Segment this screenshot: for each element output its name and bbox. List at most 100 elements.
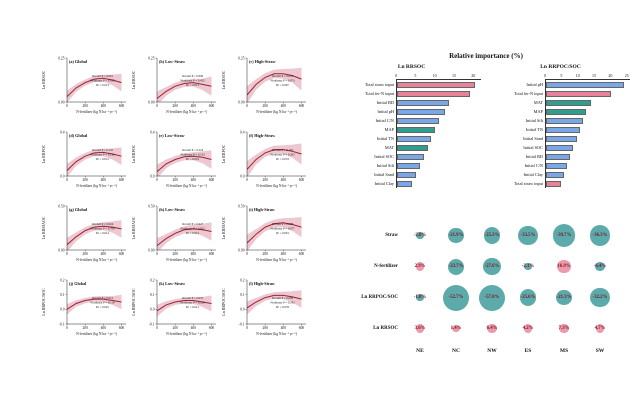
y-tick-label: 0.50 [148,204,154,208]
ri-bar-track [396,98,481,107]
ri-bar-track [396,89,481,98]
y-axis-label: Ln RRSOC [221,70,226,89]
panel-label: (d) Global [69,133,88,138]
ri-axis-tick: 5 [414,73,417,78]
y-tick-label: 0.0 [150,308,155,312]
bubble-value: -36.3% [592,233,608,238]
x-tick-label: 600 [299,326,305,330]
x-tick-label: 600 [209,178,215,182]
bubble-value: -25.6% [520,295,536,300]
y-tick-label: -0.1 [59,322,65,326]
bubble-value: 1.4% [450,326,462,331]
panel-label: (c) High-Straw [249,59,276,64]
ri-bar-track [396,161,481,170]
ri-item-label-initial-soc: Initial SOC [374,154,394,159]
y-tick-label: -0.1 [239,322,245,326]
ri-bar-initial-ph [546,81,624,88]
bubble-grid: Straw -2.0% -21.9% -25.3% -33.5% -39.7% -36.3%… [342,220,618,358]
ri-bar-mat [397,144,428,151]
ri-item-label-map: MAP [533,109,543,114]
x-tick-label: 200 [263,326,269,330]
panel-label: (l) High-Straw [249,281,275,286]
ri-grid: 0 5 10 15 20 25 Initial pH Total fer-N input MAT… [491,71,630,188]
ri-item-label-mat: MAT [533,100,543,105]
x-tick-label: 0 [66,178,68,182]
confidence-band [247,143,302,176]
x-tick-label: 200 [173,178,179,182]
x-tick-label: 400 [101,178,107,182]
panel-label: (f) High-Straw [249,133,275,138]
ri-bar-track [545,80,630,89]
bubble-cell-ln-rrpoc-soc-nc: -52.7% [438,282,474,313]
x-axis-label: N-fertilizer (kg N ha⁻¹ yr⁻¹) [76,110,117,114]
ri-item-label-total-fer-n-input: Total fer-N input [514,91,543,96]
bubble-value: 3.6% [414,326,426,331]
x-axis-label: N-fertilizer (kg N ha⁻¹ yr⁻¹) [256,110,297,114]
bubble-col-label-es: ES [524,348,532,354]
ri-bar-initial-tn [546,126,580,133]
ri-bar-total-straw-input [397,81,476,88]
x-axis-label: N-fertilizer (kg N ha⁻¹ yr⁻¹) [166,332,207,336]
bubble-cell-ln-rrpoc-soc-sw: -32.2% [582,282,618,313]
y-axis-label: Ln RRPOC/SOC [41,288,46,316]
ri-axis-spacer [491,71,545,80]
x-axis-label: N-fertilizer (kg N ha⁻¹ yr⁻¹) [256,332,297,336]
dose-panel-c: 0 200 400 600 0.00 0.25 (c) High-Straw Overall … [220,50,310,124]
dose-panel-svg: 0 200 400 600 0.00 0.25 (c) High-Straw Overall … [221,56,306,114]
panel-stats-line: Nonlinear P = 0.073 [270,79,295,83]
bubble-cell-n-fertilizer-es: -2.1% [510,251,546,282]
bubble-circle [416,231,424,240]
dose-panel-svg: 0 200 400 600 -0.1 0.0 0.1 0.2 (j) Global Overall… [41,278,126,336]
x-axis-label: N-fertilizer (kg N ha⁻¹ yr⁻¹) [256,184,297,188]
bubble-cell-straw-es: -33.5% [510,220,546,251]
confidence-band [247,67,302,102]
x-tick-label: 600 [299,178,305,182]
y-tick-label: 0.25 [58,56,64,60]
bubble-cell-ln-rrsoc-ms: 7.3% [546,313,582,344]
ri-bar-track [396,125,481,134]
x-tick-label: 400 [281,326,287,330]
x-tick-label: 200 [263,252,269,256]
panel-stats-line: R² = 0.012 [186,231,199,235]
y-tick-label: 0.4 [60,130,65,134]
bubble-circle [523,324,533,333]
y-axis-label: Ln RRSOC [41,70,46,89]
ri-item-label-mat: MAT [384,145,394,150]
fitted-line [67,225,122,246]
bubble-circle [443,284,469,311]
bubble-value: -27.6% [484,264,500,269]
y-tick-label: 0.25 [148,56,154,60]
bubble-value: -52.7% [448,295,464,300]
bubble-circle [519,289,537,306]
x-tick-label: 0 [66,252,68,256]
y-tick-label: 0.00 [238,100,244,104]
y-axis-label: Ln RRPOC/SOC [221,288,226,316]
ri-item-label-initial-ph: Initial pH [526,82,543,87]
fitted-line [67,77,122,98]
x-tick-label: 200 [173,252,179,256]
bubble-cell-n-fertilizer-ms: 16.9% [546,251,582,282]
x-tick-label: 400 [191,178,197,182]
ri-bar-total-fer-n-input [546,90,611,97]
bubble-value: -33.5% [520,233,536,238]
bubble-cell-ln-rrsoc-ne: 3.6% [402,313,438,344]
ri-bar-map [546,108,587,115]
panel-stats-line: R² = 0.091 [276,231,289,235]
y-axis-label: Ln RRPOC [41,144,46,163]
x-tick-label: 400 [191,252,197,256]
x-tick-label: 200 [263,178,269,182]
ri-axis: 0 5 10 15 20 25 [544,71,630,80]
y-tick-label: 0.0 [60,308,65,312]
y-tick-label: 0.25 [238,56,244,60]
ri-item-label-total-straw-input: Total straw input [513,181,543,186]
bubble-value: -2.0% [413,233,427,238]
x-tick-label: 0 [156,178,158,182]
bubble-value: -6.4% [593,264,607,269]
y-tick-label: -0.1 [149,322,155,326]
bubble-circle [483,227,501,244]
bubble-value: -21.9% [448,233,464,238]
x-tick-label: 400 [101,326,107,330]
bubble-cell-n-fertilizer-ne: 2.9% [402,251,438,282]
ri-item-label-initial-silt: Initial Silt [525,118,543,123]
bubble-value: -57.8% [484,295,500,300]
